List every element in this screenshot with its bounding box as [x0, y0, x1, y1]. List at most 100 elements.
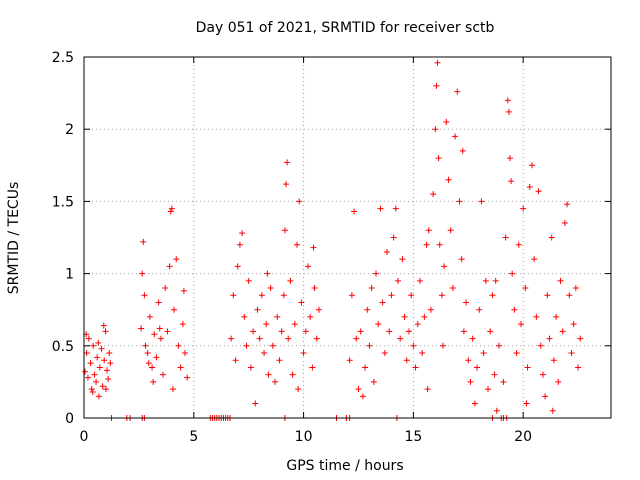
data-point [351, 208, 358, 215]
data-point [487, 328, 494, 335]
data-point [522, 285, 529, 292]
data-point [523, 400, 530, 407]
data-point [482, 277, 489, 284]
data-point [107, 360, 114, 367]
data-point [169, 386, 176, 393]
data-point [153, 354, 160, 361]
data-point [386, 328, 393, 335]
data-point [100, 322, 107, 329]
data-point [505, 108, 512, 115]
data-point [106, 350, 113, 357]
data-point [168, 205, 175, 212]
data-point [269, 342, 276, 349]
data-point [256, 335, 263, 342]
data-point [561, 220, 568, 227]
data-point [234, 263, 241, 270]
data-point [549, 407, 556, 414]
data-point [295, 386, 302, 393]
y-tick-label: 0 [65, 411, 74, 427]
data-point [557, 277, 564, 284]
data-point [247, 364, 254, 371]
data-point [173, 256, 180, 263]
data-point [149, 364, 156, 371]
data-point [241, 313, 248, 320]
data-point [520, 205, 527, 212]
data-point [252, 400, 259, 407]
data-point [264, 270, 271, 277]
data-point [285, 335, 292, 342]
data-point [99, 383, 106, 390]
data-point [496, 342, 503, 349]
data-point [471, 400, 478, 407]
data-point [287, 277, 294, 284]
data-point [397, 335, 404, 342]
data-point [559, 328, 566, 335]
data-point [440, 342, 447, 349]
data-point [441, 263, 448, 270]
data-point [84, 374, 91, 381]
data-point [88, 386, 95, 393]
data-point [258, 292, 265, 299]
data-point [421, 313, 428, 320]
data-point [447, 227, 454, 234]
data-point [309, 364, 316, 371]
data-point [395, 277, 402, 284]
data-point [289, 371, 296, 378]
data-point [166, 263, 173, 270]
data-point [430, 191, 437, 198]
data-point [432, 126, 439, 133]
data-point [504, 97, 511, 104]
data-point [276, 357, 283, 364]
data-point [236, 241, 243, 248]
plot-frame [83, 56, 612, 419]
y-tick-label: 1 [65, 267, 74, 283]
data-point [492, 277, 499, 284]
data-point [566, 292, 573, 299]
data-point [142, 342, 149, 349]
data-point [553, 313, 560, 320]
data-point [261, 350, 268, 357]
data-point [95, 339, 102, 346]
data-point [399, 256, 406, 263]
data-point [101, 357, 108, 364]
data-point [85, 335, 92, 342]
data-points [82, 59, 584, 421]
data-point [459, 147, 466, 154]
data-point [539, 371, 546, 378]
data-point [456, 198, 463, 205]
data-point [412, 364, 419, 371]
data-point [445, 176, 452, 183]
data-point [425, 227, 432, 234]
data-point [272, 378, 279, 385]
x-axis-ticks: 0 5 10 15 20 [80, 57, 532, 445]
data-point [434, 59, 441, 66]
data-point [150, 378, 157, 385]
data-point [528, 162, 535, 169]
data-point [524, 364, 531, 371]
data-point [300, 350, 307, 357]
data-point [526, 183, 533, 190]
data-point [95, 393, 102, 400]
data-point [179, 321, 186, 328]
data-point [304, 263, 311, 270]
data-point [291, 321, 298, 328]
data-point [357, 328, 364, 335]
x-tick-label: 15 [404, 429, 422, 445]
data-point [315, 306, 322, 313]
data-point [105, 376, 112, 383]
data-point [474, 364, 481, 371]
data-point [424, 386, 431, 393]
data-point [379, 299, 386, 306]
data-point [531, 256, 538, 263]
data-point [239, 230, 246, 237]
data-point [139, 270, 146, 277]
data-point [298, 299, 305, 306]
data-point [381, 350, 388, 357]
data-point [83, 350, 90, 357]
y-tick-label: 1.5 [52, 194, 74, 210]
data-point [403, 357, 410, 364]
data-point [362, 364, 369, 371]
data-point [182, 350, 189, 357]
data-point [156, 325, 163, 332]
